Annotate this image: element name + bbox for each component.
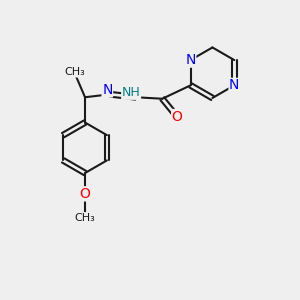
Text: NH: NH (122, 86, 140, 99)
Text: O: O (172, 110, 183, 124)
Text: N: N (102, 83, 112, 97)
Text: O: O (80, 187, 91, 201)
Text: N: N (185, 53, 196, 67)
Text: CH₃: CH₃ (64, 67, 85, 77)
Text: N: N (229, 78, 239, 92)
Text: CH₃: CH₃ (75, 213, 95, 223)
